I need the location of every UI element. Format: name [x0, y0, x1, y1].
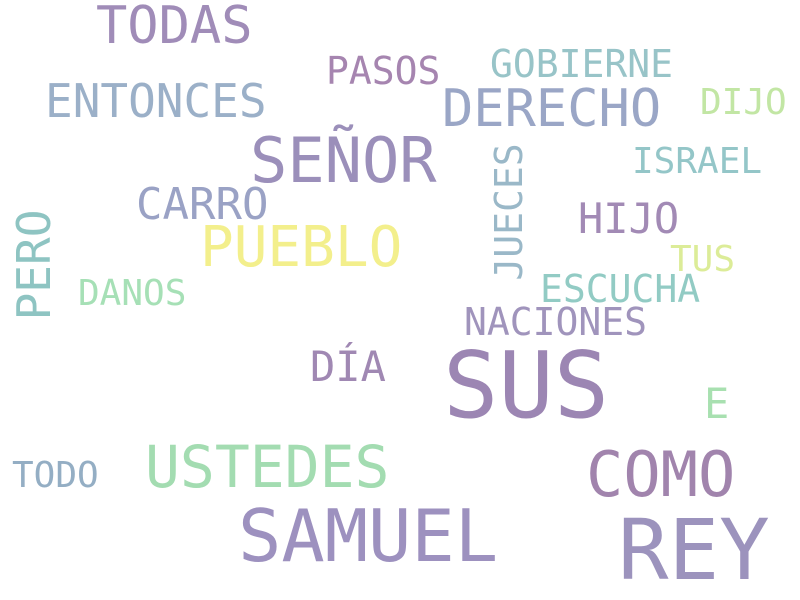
word-jueces: JUECES	[487, 143, 531, 281]
word-dijo: DIJO	[700, 82, 787, 123]
word-israel: ISRAEL	[632, 141, 763, 182]
word-pueblo: PUEBLO	[200, 215, 403, 280]
word-sus: SUS	[443, 332, 610, 439]
word-samuel: SAMUEL	[238, 494, 499, 578]
word-hijo: HIJO	[578, 194, 680, 243]
word-senor: SEÑOR	[250, 124, 437, 197]
word-danos: DANOS	[78, 273, 187, 314]
word-carro: CARRO	[136, 179, 269, 230]
word-como: COMO	[586, 438, 736, 511]
word-ustedes: USTEDES	[145, 433, 390, 501]
word-entonces: ENTONCES	[45, 74, 267, 128]
word-gobierne: GOBIERNE	[490, 42, 674, 86]
word-dia: DÍA	[310, 342, 386, 391]
word-pero: PERO	[7, 209, 61, 321]
word-naciones: NACIONES	[464, 300, 648, 344]
word-escucha: ESCUCHA	[540, 267, 701, 311]
word-rey: REY	[618, 501, 770, 599]
word-tus: TUS	[670, 239, 736, 280]
word-todas: TODAS	[96, 0, 253, 56]
word-todo: TODO	[12, 455, 99, 496]
word-pasos: PASOS	[326, 49, 441, 93]
word-derecho: DERECHO	[442, 79, 662, 139]
word-e: E	[704, 379, 730, 428]
